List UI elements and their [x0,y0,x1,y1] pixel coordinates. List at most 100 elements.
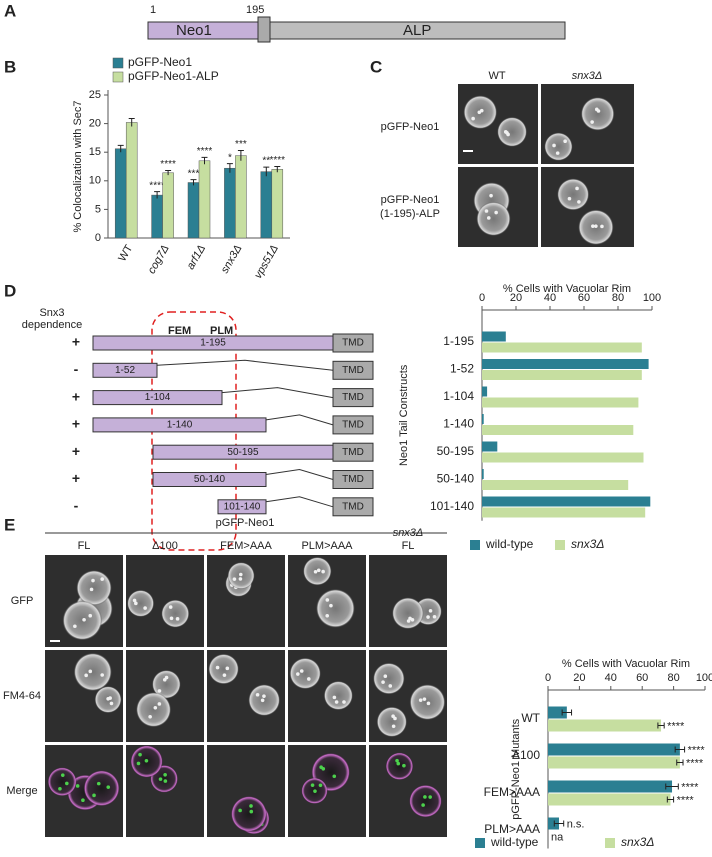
puncta [383,674,388,679]
puncta [426,615,430,619]
panel-label: C [370,57,382,76]
cells [557,178,614,246]
dependence-sign: + [72,416,80,432]
row-label: GFP [11,595,34,607]
cells [225,562,255,597]
cell [76,570,112,606]
puncta [169,616,174,621]
bar [548,817,559,830]
error-bar [666,796,675,803]
puncta [577,200,581,204]
residue-label: 195 [246,4,264,16]
bar [260,171,273,239]
cell [323,680,353,711]
puncta [575,186,579,191]
puncta [157,689,162,693]
significance: **** [688,744,706,756]
legend-label: snx3Δ [571,537,604,551]
cell [230,795,268,833]
panel-label: B [4,57,16,76]
domain-label: ALP [403,22,431,39]
puncta [600,224,604,229]
linker [265,496,334,508]
puncta [428,609,433,613]
error-bar [117,144,124,153]
puncta [148,715,152,719]
cell [127,589,155,617]
cell [73,652,112,692]
puncta [136,761,141,766]
cell [161,599,190,628]
construct [217,499,267,515]
dependence-sign: + [72,470,80,486]
tmd-label: TMD [342,392,364,403]
bar [548,743,680,756]
puncta [153,705,158,710]
puncta [92,793,96,798]
puncta [175,617,180,621]
motif-label: FEM [168,325,191,337]
puncta [422,697,427,701]
column-label: snx3Δ [572,70,603,82]
dependence-sign: + [72,443,80,459]
puncta [418,698,423,702]
puncta [158,777,163,781]
cells [303,556,355,628]
x-tick-label: 100 [643,292,661,304]
cell [315,588,355,628]
puncta [249,804,253,808]
puncta [157,702,162,706]
legend-swatch [470,540,480,550]
tmd [332,333,374,353]
significance: **** [686,757,704,769]
cell [47,767,77,797]
bar [548,780,673,793]
puncta [100,577,104,581]
puncta [106,785,111,789]
x-tick-label: 0 [479,292,485,304]
cells [391,597,442,630]
significance: n.s. [567,818,585,830]
cell [289,657,321,690]
puncta [81,798,85,803]
cells [301,752,351,805]
error-bar [190,179,197,186]
puncta [58,786,62,791]
bar [482,359,649,369]
dependence-title: Snx3 [39,307,64,319]
bar [482,331,506,342]
y-tick-label: 1-104 [443,389,474,403]
scale-bar [463,150,473,152]
error-bar [561,709,573,716]
x-tick-label: 0 [545,672,551,684]
puncta [334,700,339,704]
y-tick-label: 10 [89,175,101,187]
puncta [143,606,147,610]
panel-label: E [4,515,15,534]
puncta [591,224,595,228]
cell [557,178,590,211]
error-bar [274,166,281,173]
x-tick-label: WT [116,243,135,264]
legend-label: snx3Δ [621,835,654,849]
dependence-title: dependence [22,319,83,331]
puncta [332,774,337,779]
construct [92,390,223,406]
cell [62,600,103,641]
significance: *** [188,168,200,179]
tmd [332,360,374,380]
puncta [494,210,498,215]
cells [230,795,270,835]
cell [544,132,573,161]
puncta [88,669,93,674]
x-tick-label: 20 [510,292,522,304]
x-tick-label: snx3Δ [219,243,245,276]
bar [482,370,642,380]
significance: **** [681,781,699,793]
puncta [260,698,265,703]
puncta [318,783,323,788]
bar [187,182,200,239]
puncta [552,143,556,148]
error-bar [237,149,244,161]
tmd-label: TMD [342,420,364,431]
